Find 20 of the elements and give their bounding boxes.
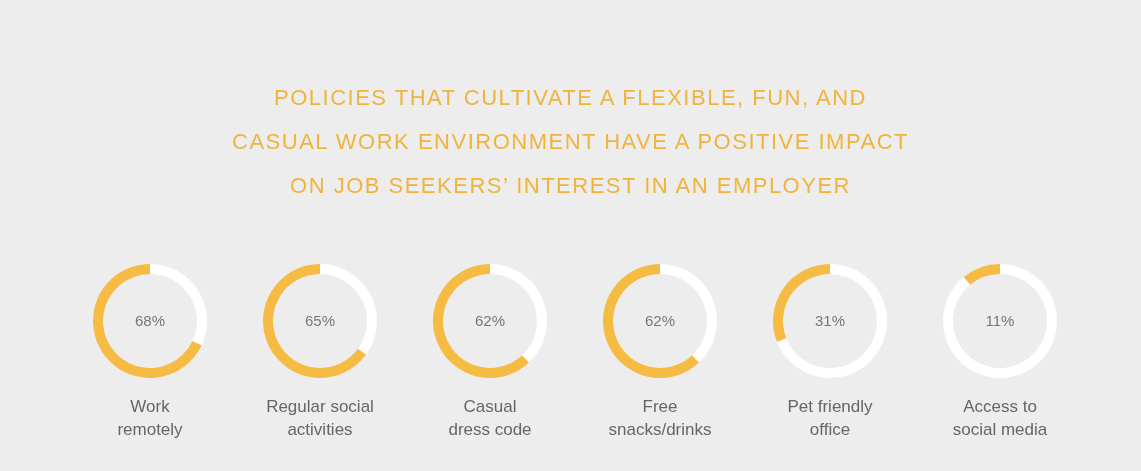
text: Free snacks/drinks — [608, 397, 712, 439]
text: Access to social media — [952, 397, 1048, 439]
data-label: 65% — [304, 312, 336, 329]
data-label: 31% — [814, 312, 846, 329]
text: POLICIES THAT CULTIVATE A FLEXIBLE, FUN, AND CASUAL WORK ENVIRONMENT HAVE A POSITIVE IMPACT ON JOB SEEKERS’ INTEREST IN AN EMPLOYER — [231, 84, 910, 200]
text: Work remotely — [117, 397, 184, 439]
donut-slice — [93, 264, 202, 378]
data-label: 11% — [985, 312, 1015, 329]
text: Regular social activities — [266, 397, 374, 439]
donut-slice — [963, 264, 1000, 285]
donut-slice — [777, 264, 887, 378]
text: Pet friendly office — [787, 397, 874, 439]
donut-slice — [603, 264, 700, 378]
donut-slice — [943, 264, 1057, 378]
text: Casual dress code — [448, 397, 532, 439]
data-label: 68% — [134, 312, 166, 329]
data-label: 62% — [644, 312, 676, 329]
data-label: 62% — [474, 312, 506, 329]
donut-slice — [433, 264, 530, 378]
donut-slice — [263, 264, 367, 378]
